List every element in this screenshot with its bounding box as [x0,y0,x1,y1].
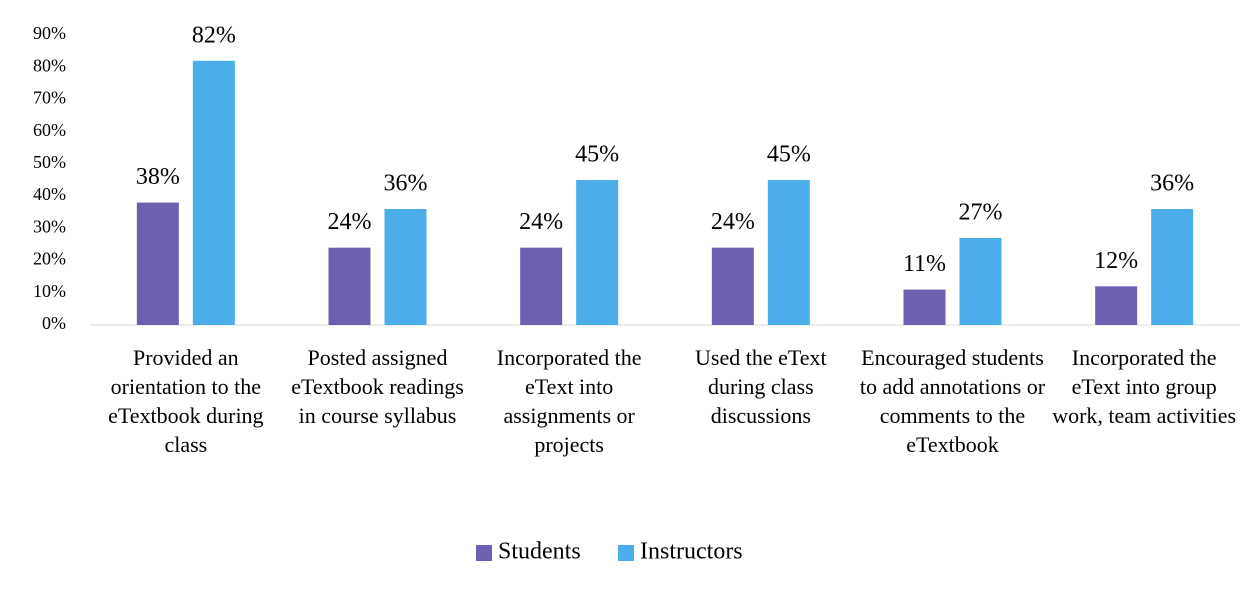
y-tick-label: 0% [42,313,66,333]
x-tick-label: Incorporated the eText into group work, … [1052,345,1237,428]
y-tick-label: 60% [33,120,66,140]
legend-label: Instructors [640,539,743,565]
data-label: 45% [767,142,811,168]
x-tick-label: Encouraged students to add annotations o… [859,345,1046,457]
bar [328,247,371,325]
y-tick-label: 30% [33,216,66,236]
data-label: 11% [903,251,946,277]
legend-swatch [618,545,634,561]
data-label: 24% [711,209,755,235]
x-tick-label: Used the eText during class discussions [695,345,827,428]
y-tick-label: 40% [33,184,66,204]
x-tick-label: Provided an orientation to the eTextbook… [108,345,264,457]
y-tick-label: 10% [33,281,66,301]
data-label: 36% [384,171,428,197]
data-label: 12% [1094,248,1138,274]
data-label: 36% [1150,171,1194,197]
bar [711,247,754,325]
bar [1095,286,1138,325]
y-tick-label: 70% [33,88,66,108]
bar [192,60,235,326]
bar [959,238,1002,325]
bar [1151,209,1194,325]
y-tick-label: 50% [33,152,66,172]
x-tick-label: Incorporated the eText into assignments … [496,345,642,457]
legend-swatch [476,545,492,561]
y-tick-label: 20% [33,249,66,269]
data-label: 24% [328,209,372,235]
data-label: 45% [575,142,619,168]
data-label: 27% [959,200,1003,226]
bar [384,209,427,325]
y-tick-label: 80% [33,55,66,75]
legend-label: Students [498,539,581,565]
bar [903,289,946,325]
y-tick-label: 90% [33,23,66,43]
bar [767,180,810,325]
data-label: 24% [519,209,563,235]
data-label: 82% [192,22,236,48]
bar [520,247,563,325]
bar [576,180,619,325]
x-tick-label: Posted assigned eTextbook readings in co… [291,345,464,428]
bar [136,202,179,325]
data-label: 38% [136,164,180,190]
